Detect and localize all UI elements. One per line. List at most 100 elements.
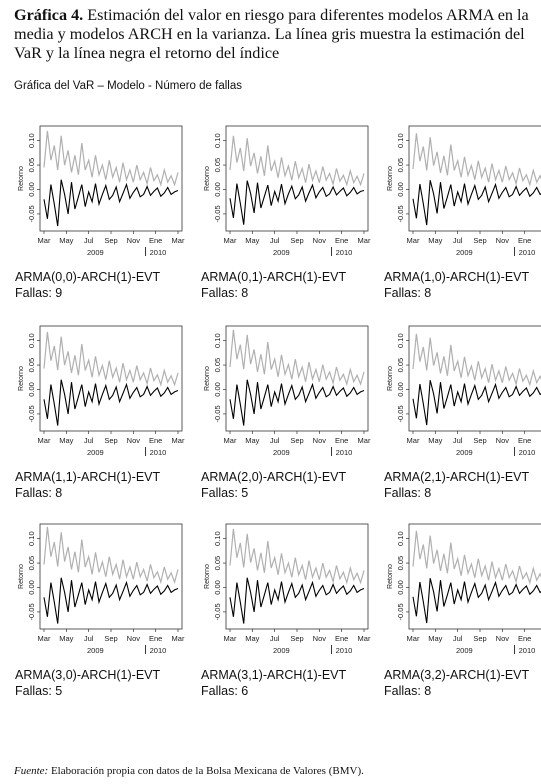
year-label: 2010 bbox=[336, 448, 353, 457]
source-lead: Fuente: bbox=[14, 765, 49, 777]
return-series-line bbox=[229, 379, 365, 426]
y-tick-label: 0.00 bbox=[213, 182, 222, 197]
source-text: Elaboración propia con datos de la Bolsa… bbox=[50, 765, 364, 777]
y-tick-label: -0.05 bbox=[213, 205, 222, 222]
x-tick-label: Mar bbox=[358, 634, 371, 643]
var-series-line bbox=[43, 130, 179, 187]
y-tick-label: -0.05 bbox=[27, 405, 36, 422]
y-tick-label: -0.05 bbox=[213, 405, 222, 422]
x-tick-label: Jul bbox=[453, 436, 463, 445]
failures-label: Fallas: 8 bbox=[15, 486, 63, 500]
x-tick-label: Jul bbox=[84, 634, 94, 643]
x-tick-label: Ene bbox=[149, 236, 162, 245]
chart-panel: -0.05 0.00 0.05 0.10 Retorno Mar May Jul Sep Nov E… bbox=[200, 322, 375, 512]
return-series-line bbox=[412, 380, 541, 426]
y-tick-label: 0.10 bbox=[27, 133, 36, 148]
x-tick-label: Sep bbox=[290, 236, 303, 245]
y-tick-label: 0.00 bbox=[27, 182, 36, 197]
year-label: 2009 bbox=[456, 248, 473, 257]
var-series-line bbox=[412, 133, 541, 187]
x-tick-label: May bbox=[428, 634, 442, 643]
y-axis-label: Retorno bbox=[18, 564, 25, 589]
x-tick-label: Mar bbox=[358, 236, 371, 245]
failures-label: Fallas: 9 bbox=[15, 286, 63, 300]
chart-panel: -0.05 0.00 0.05 0.10 Retorno Mar May Jul Sep Nov E… bbox=[383, 322, 541, 512]
x-tick-label: Sep bbox=[104, 634, 117, 643]
x-tick-label: Mar bbox=[224, 436, 237, 445]
figure-title: Gráfica 4. Estimación del valor en riesg… bbox=[14, 6, 529, 63]
y-axis-label: Retorno bbox=[387, 366, 394, 391]
x-tick-label: Sep bbox=[290, 634, 303, 643]
chart-panel: -0.05 0.00 0.05 0.10 Retorno Mar May Jul Sep Nov E… bbox=[14, 122, 189, 312]
x-tick-label: Mar bbox=[358, 436, 371, 445]
year-label: 2009 bbox=[87, 248, 104, 257]
var-series-line bbox=[229, 135, 365, 187]
x-tick-label: May bbox=[428, 236, 442, 245]
figure-source: Fuente: Elaboración propia con datos de … bbox=[14, 765, 364, 777]
x-tick-label: Sep bbox=[473, 634, 486, 643]
year-label: 2010 bbox=[336, 646, 353, 655]
y-axis-label: Retorno bbox=[204, 366, 211, 391]
chart-panel: -0.05 0.00 0.05 0.10 Retorno Mar May Jul Sep Nov E… bbox=[14, 520, 189, 710]
chart-panel: -0.05 0.00 0.05 0.10 Retorno Mar May Jul Sep Nov E… bbox=[200, 122, 375, 312]
year-label: 2009 bbox=[273, 448, 290, 457]
y-tick-label: 0.10 bbox=[396, 531, 405, 546]
return-series-line bbox=[412, 180, 541, 226]
x-tick-label: Jul bbox=[453, 236, 463, 245]
failures-label: Fallas: 8 bbox=[384, 684, 432, 698]
x-tick-label: Ene bbox=[518, 436, 531, 445]
x-tick-label: May bbox=[59, 634, 73, 643]
var-series-line bbox=[229, 528, 365, 585]
year-label: 2009 bbox=[87, 646, 104, 655]
y-tick-label: 0.10 bbox=[27, 333, 36, 348]
y-tick-label: 0.00 bbox=[27, 382, 36, 397]
x-tick-label: May bbox=[59, 436, 73, 445]
x-tick-label: Mar bbox=[224, 634, 237, 643]
x-tick-label: Ene bbox=[335, 436, 348, 445]
failures-label: Fallas: 8 bbox=[384, 486, 432, 500]
chart-panel: -0.05 0.00 0.05 0.10 Retorno Mar May Jul Sep Nov E… bbox=[200, 520, 375, 710]
y-tick-label: 0.05 bbox=[27, 358, 36, 373]
x-tick-label: Sep bbox=[473, 436, 486, 445]
y-tick-label: 0.10 bbox=[27, 531, 36, 546]
failures-label: Fallas: 5 bbox=[15, 684, 63, 698]
y-tick-label: 0.10 bbox=[213, 531, 222, 546]
panel-caption: ARMA(3,1)-ARCH(1)-EVT Fallas: 6 bbox=[201, 667, 346, 699]
failures-label: Fallas: 6 bbox=[201, 684, 249, 698]
year-label: 2010 bbox=[336, 248, 353, 257]
y-axis-label: Retorno bbox=[18, 166, 25, 191]
year-label: 2009 bbox=[87, 448, 104, 457]
y-tick-label: 0.10 bbox=[213, 333, 222, 348]
x-tick-label: Sep bbox=[290, 436, 303, 445]
y-tick-label: 0.05 bbox=[396, 358, 405, 373]
y-axis-label: Retorno bbox=[204, 564, 211, 589]
failures-label: Fallas: 8 bbox=[201, 286, 249, 300]
x-tick-label: Ene bbox=[518, 634, 531, 643]
x-tick-label: Mar bbox=[38, 436, 51, 445]
y-axis-label: Retorno bbox=[204, 166, 211, 191]
chart-panel: -0.05 0.00 0.05 0.10 Retorno Mar May Jul Sep Nov E… bbox=[383, 520, 541, 710]
x-tick-label: Nov bbox=[313, 436, 327, 445]
var-chart: -0.05 0.00 0.05 0.10 Retorno Mar May Jul Sep Nov E… bbox=[204, 523, 371, 655]
x-tick-label: Jul bbox=[84, 236, 94, 245]
model-label: ARMA(2,1)-ARCH(1)-EVT bbox=[384, 470, 530, 484]
y-tick-label: 0.05 bbox=[396, 158, 405, 173]
x-tick-label: Mar bbox=[172, 236, 185, 245]
year-label: 2010 bbox=[519, 646, 536, 655]
var-series-line bbox=[229, 329, 365, 387]
model-label: ARMA(2,0)-ARCH(1)-EVT bbox=[201, 470, 347, 484]
x-tick-label: Mar bbox=[407, 436, 420, 445]
x-tick-label: Mar bbox=[38, 634, 51, 643]
panel-caption: ARMA(0,0)-ARCH(1)-EVT Fallas: 9 bbox=[15, 269, 160, 301]
return-series-line bbox=[229, 577, 365, 624]
return-series-line bbox=[229, 180, 365, 225]
var-chart: -0.05 0.00 0.05 0.10 Retorno Mar May Jul Sep Nov E… bbox=[387, 125, 541, 257]
var-chart: -0.05 0.00 0.05 0.10 Retorno Mar May Jul Sep Nov E… bbox=[18, 325, 185, 457]
year-label: 2010 bbox=[519, 448, 536, 457]
var-chart: -0.05 0.00 0.05 0.10 Retorno Mar May Jul Sep Nov E… bbox=[18, 125, 185, 257]
model-label: ARMA(3,0)-ARCH(1)-EVT bbox=[15, 668, 161, 682]
x-tick-label: Mar bbox=[407, 634, 420, 643]
model-label: ARMA(3,2)-ARCH(1)-EVT bbox=[384, 668, 530, 682]
model-label: ARMA(1,0)-ARCH(1)-EVT bbox=[384, 270, 530, 284]
x-tick-label: May bbox=[245, 436, 259, 445]
